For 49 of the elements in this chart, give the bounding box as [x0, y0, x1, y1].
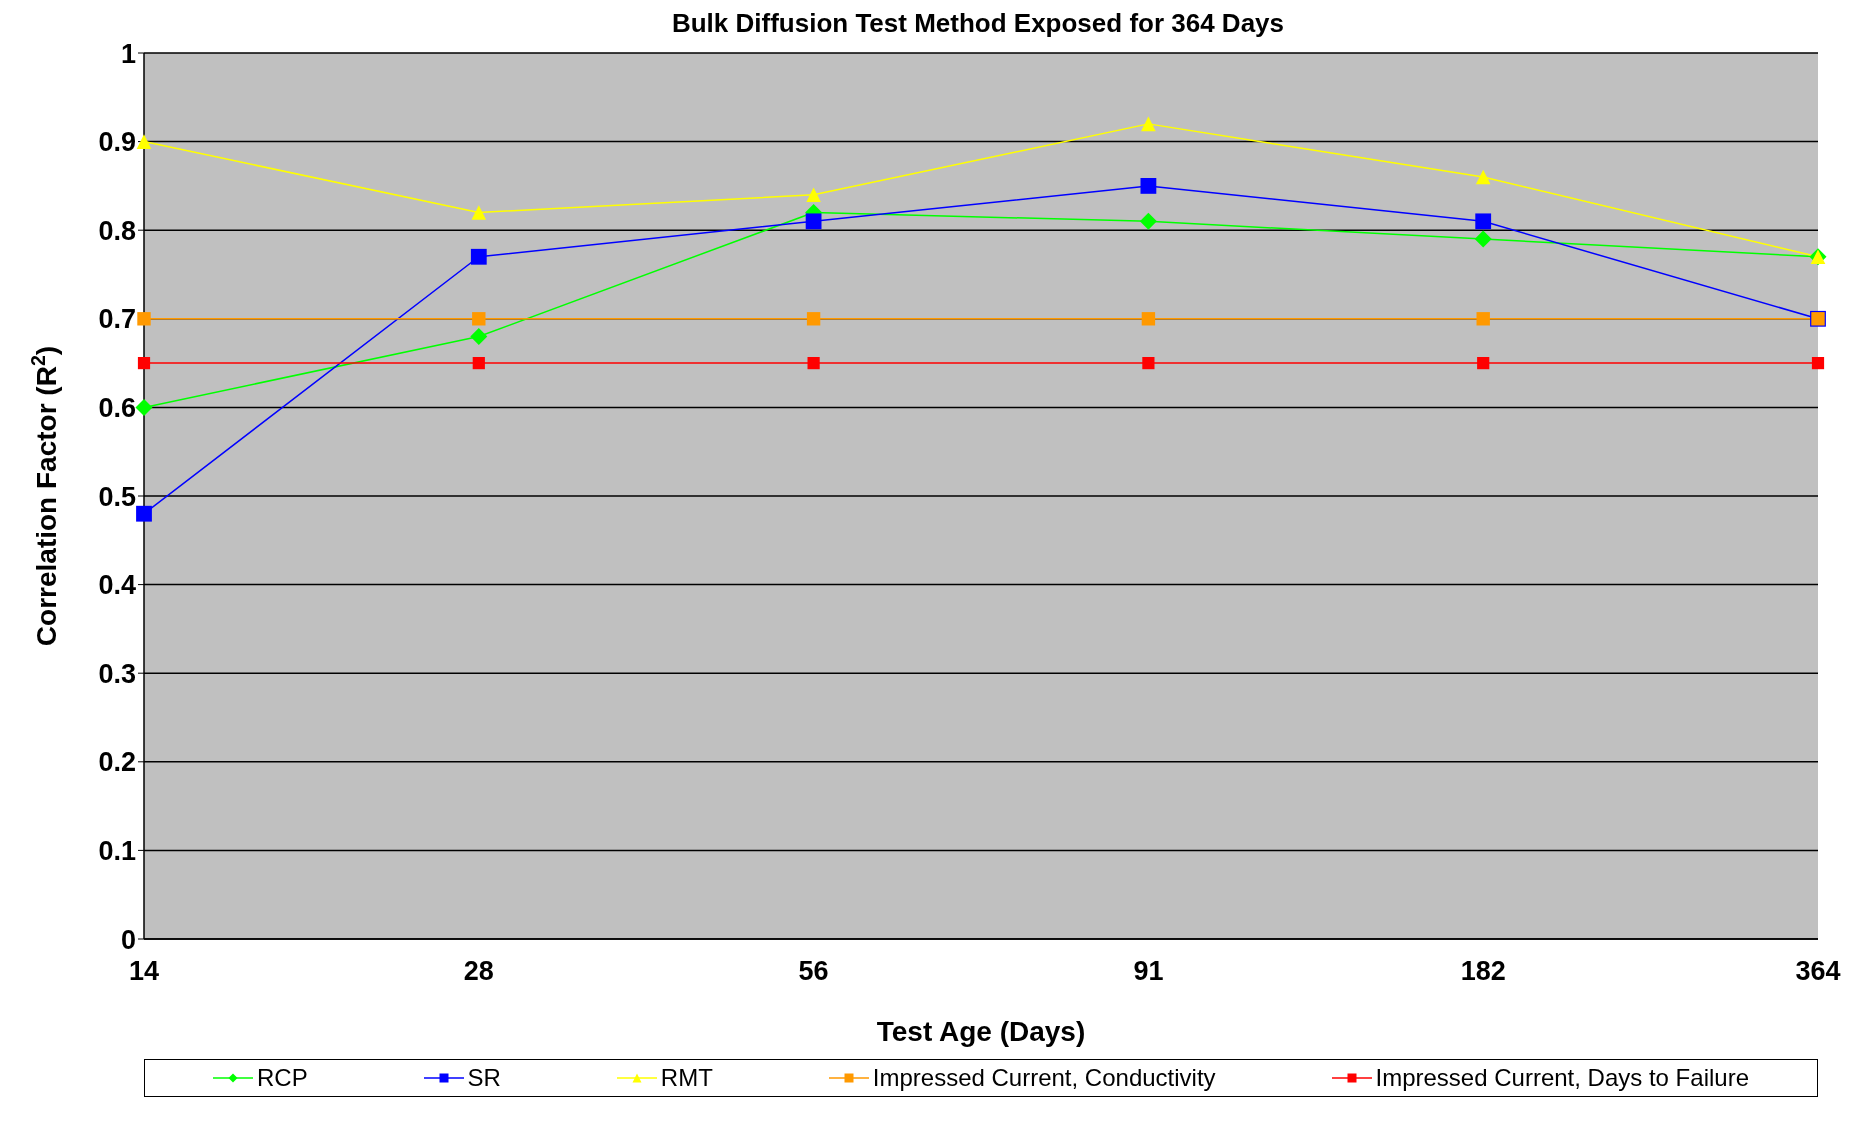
point: [135, 398, 153, 416]
point: [136, 134, 152, 149]
chart-title: Bulk Diffusion Test Method Exposed for 364 Days: [670, 8, 1286, 39]
point: [1142, 357, 1155, 370]
point: [806, 312, 821, 326]
point: [1140, 178, 1157, 194]
y-tick-label: 0.7: [98, 304, 136, 335]
x-tick-label: 28: [463, 956, 494, 987]
y-tick-label: 1: [120, 38, 136, 69]
y-tick-label: 0.9: [98, 127, 136, 158]
point: [1475, 213, 1492, 230]
legend-label: SR: [467, 1064, 501, 1092]
x-tick-label: 14: [128, 956, 160, 987]
point: [1476, 312, 1490, 326]
point: [1139, 212, 1157, 230]
point: [1475, 169, 1491, 185]
point: [1477, 357, 1490, 370]
y-tick-label: 0.3: [98, 658, 136, 689]
y-tick-label: 0.4: [98, 570, 136, 601]
point: [471, 205, 487, 220]
legend-label: Impressed Current, Conductivity: [872, 1064, 1216, 1092]
point: [805, 213, 822, 230]
point: [470, 328, 488, 346]
x-tick-label: 364: [1795, 956, 1841, 987]
legend-label: RMT: [660, 1064, 713, 1092]
point: [136, 505, 152, 522]
y-tick-label: 0.2: [98, 747, 136, 778]
y-tick-label: 0: [120, 924, 136, 955]
point: [806, 187, 821, 203]
x-axis-title: Test Age (Days): [876, 1016, 1086, 1047]
point: [472, 312, 486, 326]
point: [137, 357, 151, 370]
point: [470, 248, 487, 265]
point: [1474, 230, 1492, 248]
y-tick-label: 0.8: [98, 215, 136, 246]
legend-label: Impressed Current, Days to Failure: [1375, 1064, 1749, 1092]
point: [807, 357, 820, 370]
y-tick-label: 0.1: [98, 835, 136, 866]
point: [1811, 357, 1825, 370]
point: [1141, 312, 1156, 326]
x-tick-label: 56: [798, 956, 829, 987]
point: [1141, 116, 1156, 132]
x-tick-label: 182: [1460, 956, 1506, 987]
legend-label: RCP: [256, 1064, 308, 1092]
y-tick-label: 0.6: [98, 392, 136, 423]
y-tick-label: 0.5: [98, 481, 136, 512]
point: [472, 357, 485, 370]
point: [137, 312, 151, 326]
x-tick-label: 91: [1133, 956, 1164, 987]
